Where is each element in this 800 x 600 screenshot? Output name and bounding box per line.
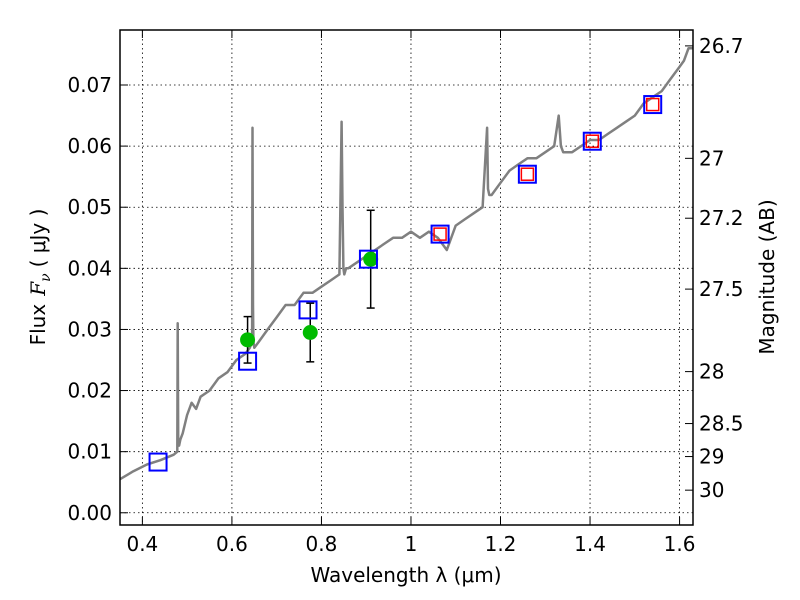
model-photometry-square (430, 224, 450, 244)
y-axis-label-prefix: Flux (26, 304, 50, 346)
right-tick-label: 26.7 (699, 34, 744, 58)
right-axis-label: Magnitude (AB) (755, 199, 779, 354)
y-tick-label: 0.06 (67, 134, 112, 158)
model-photometry-square (148, 452, 168, 472)
y-tick-label: 0.00 (67, 501, 112, 525)
x-tick-label: 0.4 (126, 532, 158, 556)
y-axis-label-units: ( μJy ) (26, 209, 50, 268)
right-tick-label: 27 (699, 146, 724, 170)
y-tick-label: 0.04 (67, 256, 112, 280)
plot-frame (119, 29, 694, 526)
right-tick-label: 27.5 (699, 277, 744, 301)
right-tick-label: 29 (699, 445, 724, 469)
observed-square (585, 134, 600, 148)
right-tick-label: 30 (699, 478, 724, 502)
ticks: 0.4 0.6 0.8 1 1.2 1.4 1.6 0.00 0.01 0.02 0.03 0.04 0… (67, 30, 744, 556)
detection-point (240, 332, 256, 348)
observed-square (433, 227, 447, 241)
y-tick-label: 0.05 (67, 195, 112, 219)
x-axis-label: Wavelength λ (μm) (310, 563, 501, 587)
x-tick-label: 1.6 (664, 532, 696, 556)
model-photometry-square (582, 131, 602, 151)
detection-point (302, 325, 318, 340)
plot-clip (120, 47, 693, 481)
right-tick-label: 28.5 (699, 412, 744, 436)
grid (120, 30, 693, 525)
model-photometry-square (298, 300, 318, 320)
detection-point (363, 251, 379, 267)
y-tick-label: 0.07 (67, 73, 112, 97)
x-tick-label: 1 (405, 532, 418, 556)
y-axis-label-subscript: ν (38, 273, 54, 282)
y-axis-label-symbol: F (26, 281, 50, 297)
y-tick-label: 0.01 (67, 440, 112, 464)
right-tick-label: 28 (699, 360, 724, 384)
right-tick-label: 27.2 (699, 206, 744, 230)
model-photometry-square (643, 95, 663, 115)
y-axis-label: Flux Fν ( μJy ) (26, 209, 54, 346)
x-tick-label: 0.6 (216, 532, 248, 556)
x-tick-label: 1.4 (574, 532, 606, 556)
observed-square (645, 97, 660, 112)
model-photometry-square (358, 249, 378, 269)
observed-square (520, 167, 535, 181)
y-tick-label: 0.02 (67, 379, 112, 403)
y-tick-label: 0.03 (67, 317, 112, 341)
plot-area (120, 47, 693, 481)
model-photometry-square (517, 164, 537, 184)
spectrum-line (120, 47, 693, 481)
x-tick-label: 0.8 (306, 532, 338, 556)
x-tick-label: 1.2 (485, 532, 517, 556)
model-photometry-square (238, 351, 258, 371)
